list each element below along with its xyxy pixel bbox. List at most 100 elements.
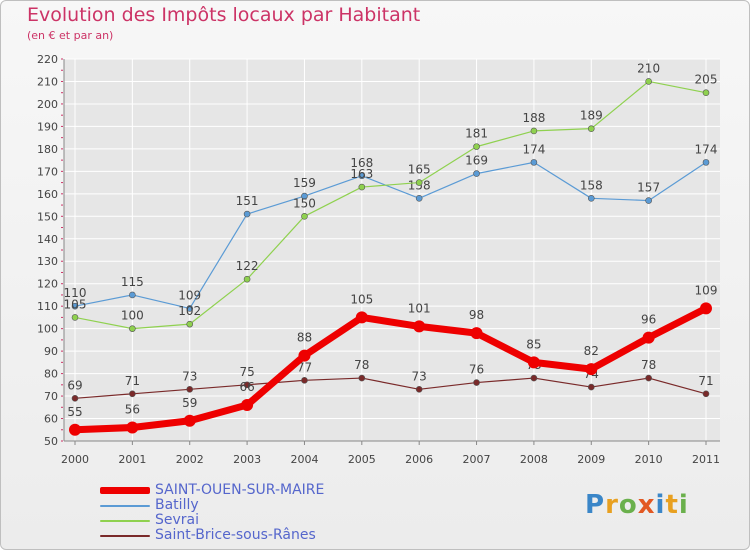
x-tick-label: 2009 <box>577 453 605 466</box>
data-label: 59 <box>182 396 197 410</box>
data-label: 101 <box>408 301 431 315</box>
data-point <box>473 143 480 150</box>
data-label: 210 <box>637 61 660 75</box>
logo-letter: t <box>665 490 679 520</box>
y-tick-label: 160 <box>37 188 58 201</box>
data-point <box>530 374 538 382</box>
data-point <box>702 89 710 97</box>
legend-label-sevrai: Sevrai <box>155 512 200 528</box>
y-tick-label: 140 <box>37 233 58 246</box>
data-point <box>702 390 710 398</box>
y-tick-label: 100 <box>37 323 58 336</box>
series-line-saint-brice-sous-r-nes <box>74 377 707 399</box>
logo-letter: r <box>605 490 619 520</box>
x-tick-label: 2011 <box>692 453 720 466</box>
y-tick-label: 170 <box>37 165 58 178</box>
data-label: 78 <box>354 358 369 372</box>
data-point <box>186 320 194 328</box>
data-label: 82 <box>584 344 599 358</box>
data-label: 163 <box>350 167 373 181</box>
data-point <box>129 390 136 398</box>
data-label: 73 <box>182 369 197 383</box>
data-point <box>243 381 251 389</box>
data-point <box>530 127 538 135</box>
data-point <box>587 383 595 391</box>
data-point <box>645 78 652 85</box>
data-point <box>241 399 254 412</box>
data-point <box>473 379 480 386</box>
logo-letter: i <box>678 490 689 520</box>
data-point <box>527 356 540 369</box>
data-label: 115 <box>121 275 144 289</box>
x-tick-label: 2006 <box>405 453 433 466</box>
x-tick-label: 2000 <box>61 453 89 466</box>
data-label: 102 <box>178 304 201 318</box>
data-point <box>358 374 366 382</box>
y-tick-label: 50 <box>44 435 58 448</box>
legend-swatch-saint-ouen <box>100 487 150 494</box>
data-label: 77 <box>297 360 312 374</box>
data-point <box>301 192 308 200</box>
data-label: 66 <box>239 380 254 394</box>
data-label: 78 <box>641 358 656 372</box>
data-label: 105 <box>350 292 373 306</box>
data-point <box>415 386 423 393</box>
data-label: 181 <box>465 127 488 141</box>
data-label: 188 <box>522 111 545 125</box>
data-label: 157 <box>637 181 660 195</box>
data-point <box>71 395 79 402</box>
data-label: 55 <box>67 405 82 419</box>
data-point <box>129 291 136 299</box>
data-point <box>587 195 595 202</box>
plot-background <box>64 59 720 441</box>
y-tick-label: 70 <box>44 390 58 403</box>
data-point <box>645 374 652 382</box>
data-point <box>186 305 194 312</box>
data-point <box>358 172 366 180</box>
data-point <box>645 197 652 204</box>
legend-label-batilly: Batilly <box>155 497 199 513</box>
x-tick-label: 2005 <box>348 453 376 466</box>
data-point <box>301 377 308 384</box>
legend-label-saint-brice: Saint-Brice-sous-Rânes <box>155 527 316 543</box>
data-point <box>415 179 423 186</box>
data-point <box>69 423 81 436</box>
data-label: 96 <box>641 313 656 327</box>
y-tick-label: 210 <box>37 75 58 88</box>
data-point <box>298 349 311 362</box>
data-point <box>301 212 308 220</box>
legend-swatch-batilly <box>100 505 150 507</box>
data-point <box>71 302 79 310</box>
data-label: 169 <box>465 154 488 168</box>
x-tick-label: 2003 <box>233 453 261 466</box>
data-label: 158 <box>580 178 603 192</box>
data-label: 168 <box>350 156 373 170</box>
data-point <box>71 314 79 321</box>
y-tick-label: 200 <box>37 98 58 111</box>
data-point <box>413 320 426 333</box>
legend-swatch-saint-brice <box>100 535 150 537</box>
data-point <box>355 311 368 324</box>
series-line-sevrai <box>74 80 707 330</box>
chart-title: Evolution des Impôts locaux par Habitant <box>27 4 421 26</box>
y-tick-label: 190 <box>37 120 58 133</box>
data-label: 174 <box>522 142 545 156</box>
data-label: 76 <box>469 363 484 377</box>
chart-subtitle: (en € et par an) <box>27 29 114 42</box>
data-point <box>470 327 483 340</box>
proxiti-logo: Proxiti <box>585 490 689 520</box>
data-point <box>702 159 710 166</box>
y-tick-label: 120 <box>37 278 58 291</box>
logo-letter: i <box>655 490 666 520</box>
data-label: 69 <box>67 378 82 392</box>
y-tick-label: 150 <box>37 210 58 223</box>
data-label: 75 <box>239 365 254 379</box>
data-point <box>186 386 194 393</box>
data-label: 189 <box>580 109 603 123</box>
legend-label-saint-ouen: SAINT-OUEN-SUR-MAIRE <box>155 482 325 498</box>
x-tick-label: 2001 <box>118 453 146 466</box>
data-label: 174 <box>695 142 718 156</box>
data-point <box>358 183 366 191</box>
data-label: 159 <box>293 176 316 190</box>
